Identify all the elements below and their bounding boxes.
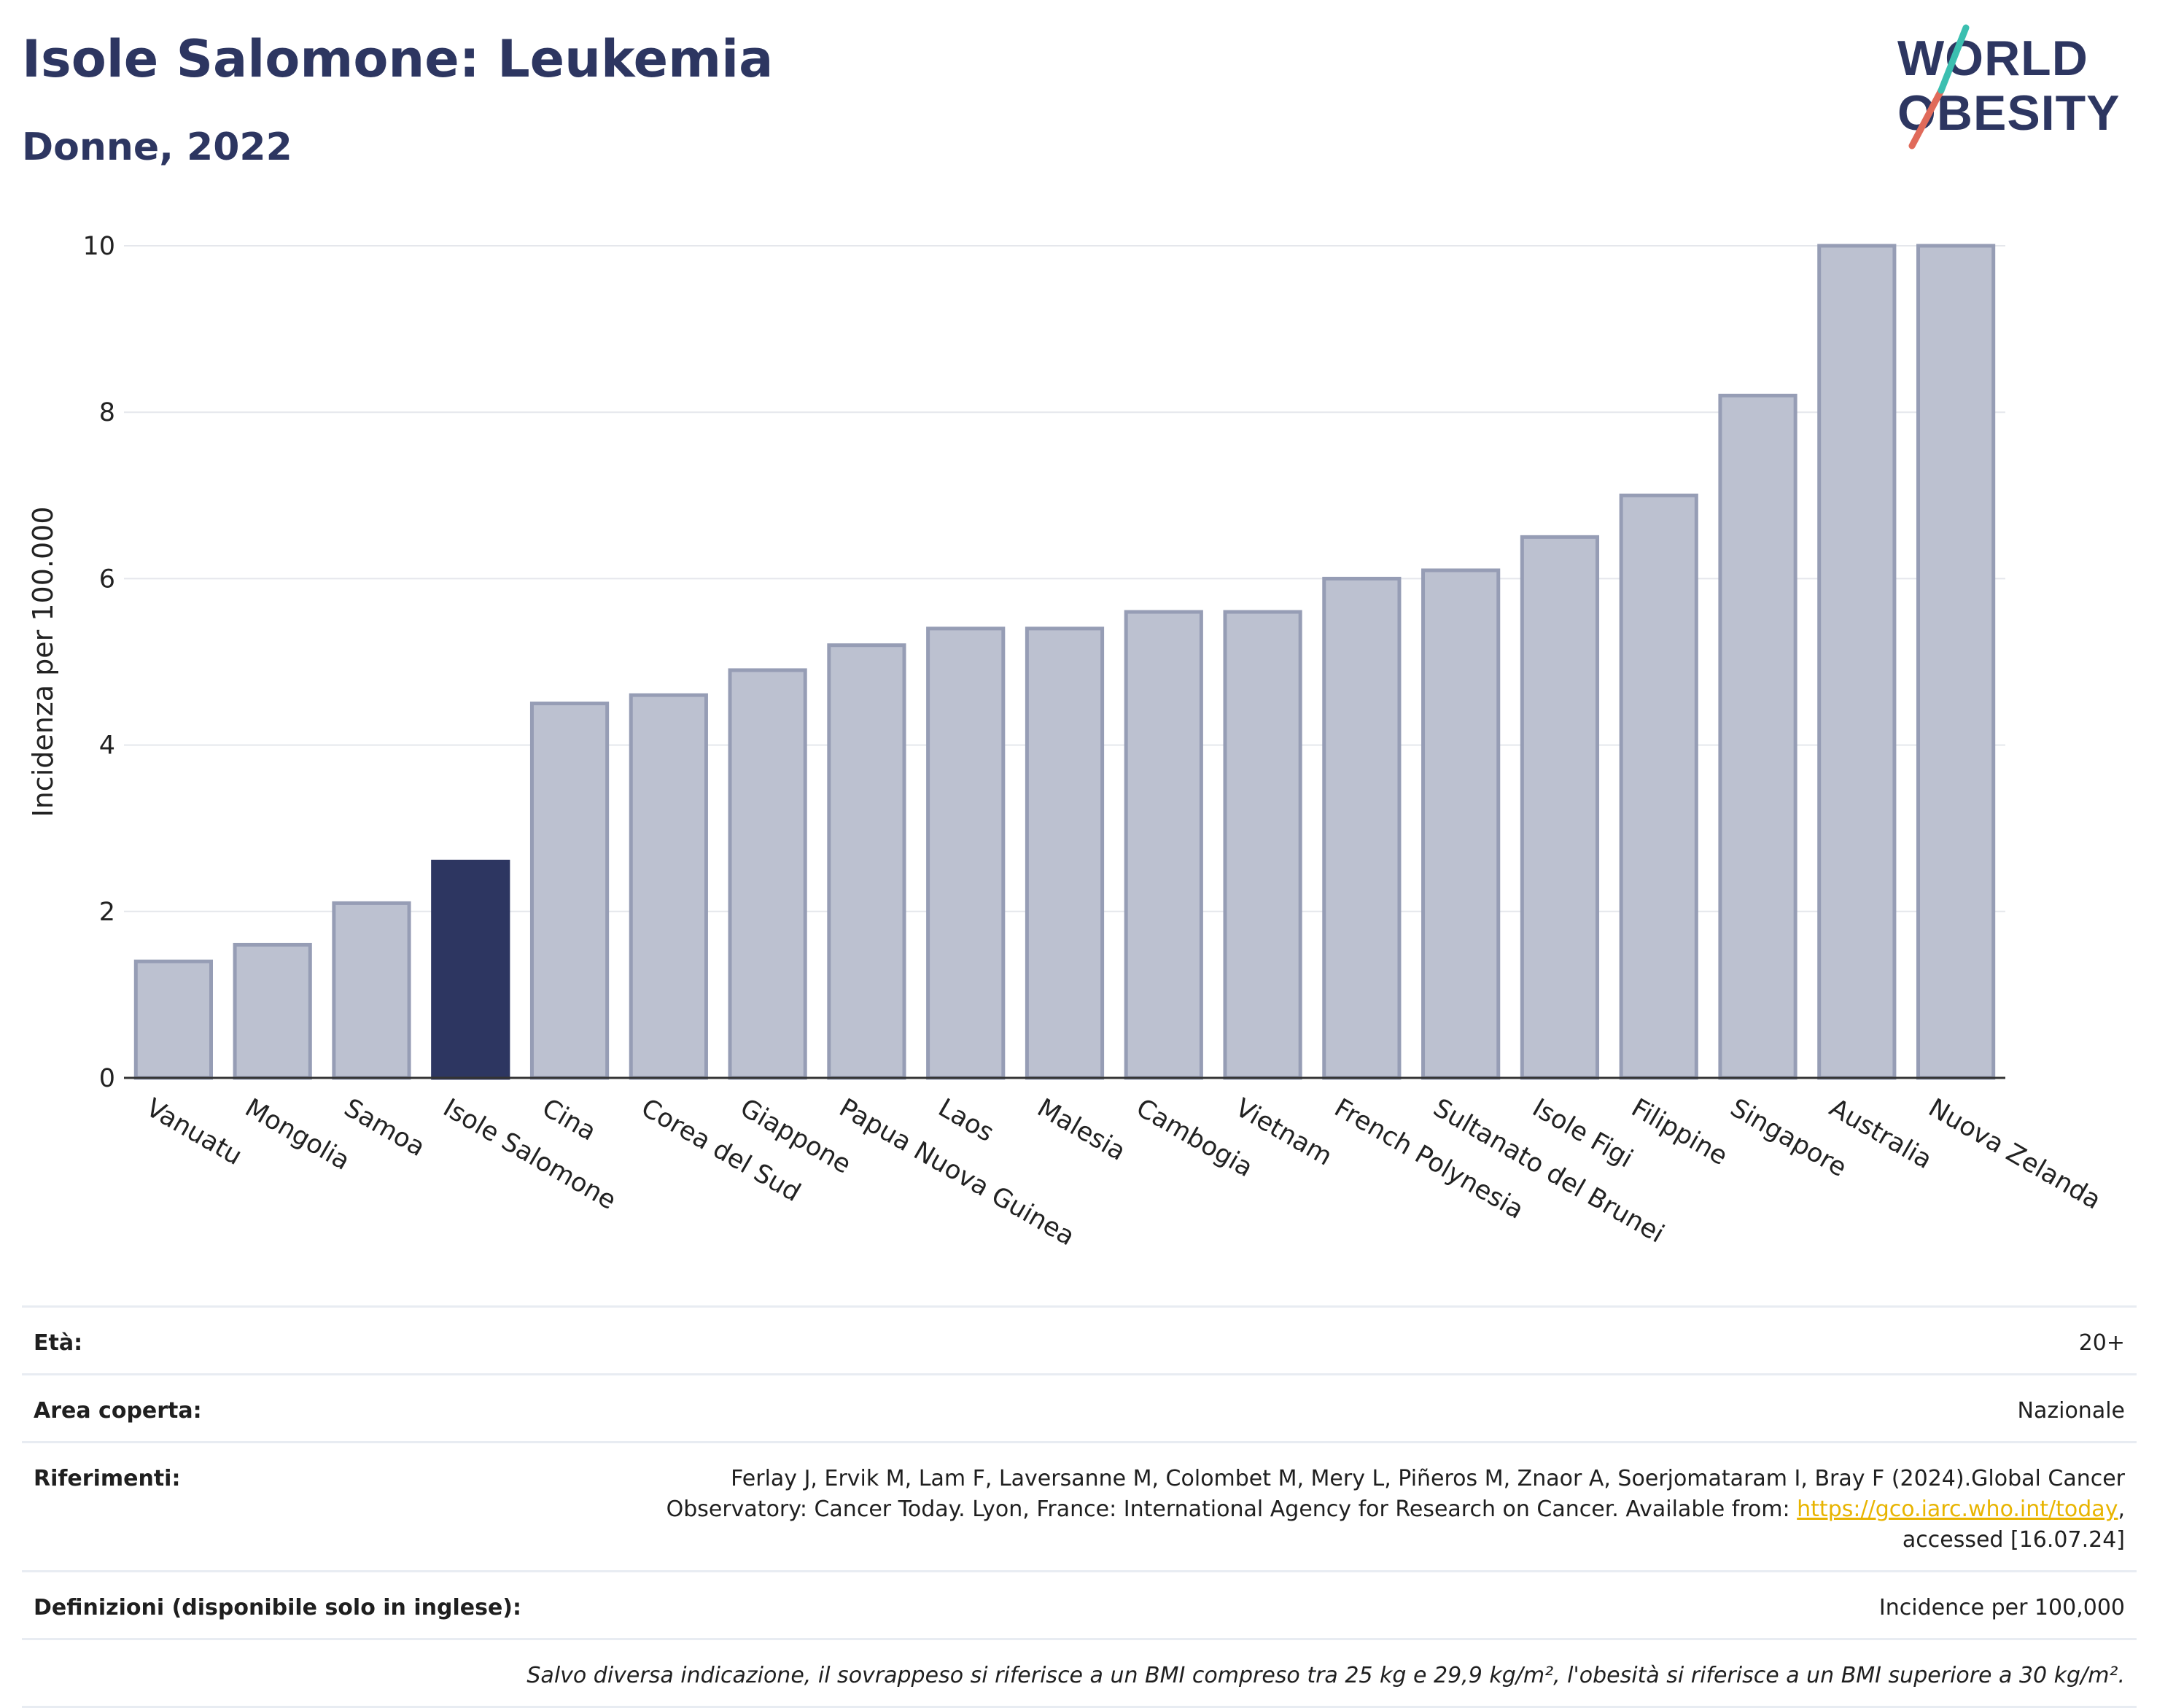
references-accessed: , accessed [16.07.24] [1902,1497,2125,1553]
x-tick-label: Nuova Zelanda [1924,1093,2106,1215]
bar-sultanato-del-brunei [1421,568,1501,1080]
meta-row-age: Età: 20+ [22,1305,2137,1373]
bar-australia [1817,244,1897,1080]
bar-laos [926,626,1006,1080]
bar-cambogia [1124,610,1203,1080]
world-obesity-logo: WORLD OBESITY [1897,24,2121,150]
y-tick-label: 10 [82,232,115,261]
definitions-label: Definizioni (disponibile solo in inglese… [34,1595,521,1620]
meta-row-area: Area coperta: Nazionale [22,1373,2137,1441]
age-value: 20+ [2078,1330,2125,1356]
footnote: Salvo diversa indicazione, il sovrappeso… [526,1663,2125,1688]
area-label: Area coperta: [34,1398,202,1424]
bar-french-polynesia [1322,576,1402,1080]
y-tick-label: 4 [99,731,115,761]
x-tick-label: Malesia [1033,1093,1131,1167]
age-label: Età: [34,1330,83,1356]
page-subtitle: Donne, 2022 [22,125,292,169]
y-tick-label: 0 [99,1064,115,1093]
references-value: Ferlay J, Ervik M, Lam F, Laversanne M, … [630,1464,2125,1556]
y-tick-label: 8 [99,398,115,427]
svg-text:WORLD: WORLD [1897,31,2088,86]
x-tick-label: Isole Salomone [438,1093,621,1216]
x-tick-label: Laos [933,1093,999,1148]
svg-text:OBESITY: OBESITY [1897,85,2121,141]
x-tick-label: Mongolia [240,1093,354,1176]
bar-vanuatu [133,959,213,1080]
area-value: Nazionale [2017,1398,2125,1424]
references-label: Riferimenti: [34,1466,181,1491]
bar-mongolia [233,942,312,1080]
x-tick-label: Filippine [1626,1093,1732,1171]
y-tick-labels: 0 2 4 6 8 10 [82,232,115,1093]
y-tick-label: 6 [99,564,115,594]
x-tick-label: Vanuatu [141,1093,246,1171]
bar-giappone [728,668,807,1080]
x-tick-label: Cina [537,1093,601,1147]
bar-singapore [1718,393,1798,1080]
bar-corea-del-sud [629,693,708,1080]
x-tick-label: French Polynesia [1329,1093,1528,1225]
bar-isole-salomone [431,859,510,1080]
bar-papua-nuova-guinea [827,643,906,1080]
references-text: Ferlay J, Ervik M, Lam F, Laversanne M, … [666,1466,2125,1522]
y-axis-title: Incidenza per 100.000 [27,507,59,818]
y-tick-label: 2 [99,898,115,927]
meta-row-references: Riferimenti: Ferlay J, Ervik M, Lam F, L… [22,1441,2137,1570]
bar-filippine [1619,493,1698,1080]
bar-isole-figi [1520,535,1600,1080]
bar-vietnam [1223,610,1302,1080]
definitions-value: Incidence per 100,000 [1878,1595,2125,1620]
bar-cina [529,702,610,1080]
bar-samoa [332,901,411,1080]
meta-row-note: Salvo diversa indicazione, il sovrappeso… [22,1638,2137,1708]
meta-row-definitions: Definizioni (disponibile solo in inglese… [22,1570,2137,1638]
page-title: Isole Salomone: Leukemia [22,29,774,89]
bar-malesia [1025,626,1105,1080]
bar-nuova-zelanda [1916,244,1996,1080]
bars [133,244,1996,1080]
metadata-table: Età: 20+ Area coperta: Nazionale Riferim… [22,1305,2137,1708]
references-link[interactable]: https://gco.iarc.who.int/today [1797,1497,2118,1522]
